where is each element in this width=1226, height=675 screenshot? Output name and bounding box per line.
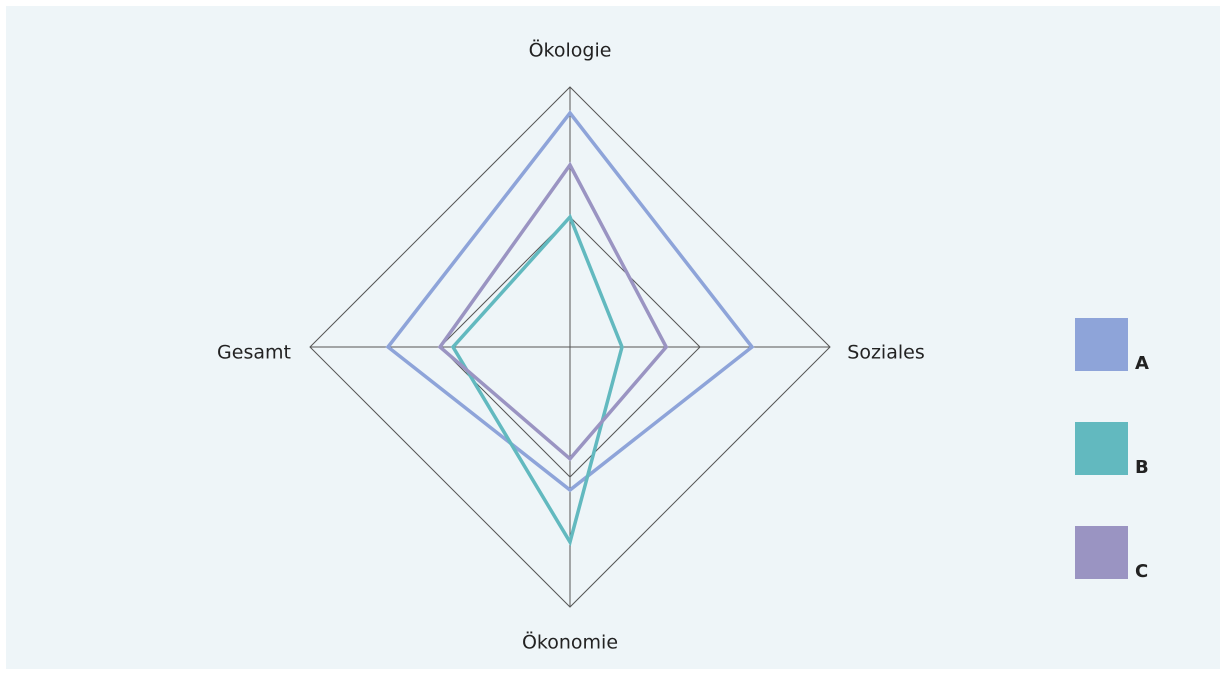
series-polygon bbox=[450, 213, 624, 547]
axis-label: Gesamt bbox=[217, 342, 291, 364]
background bbox=[6, 6, 1220, 669]
legend-swatch bbox=[1075, 526, 1128, 579]
legend-label: C bbox=[1135, 561, 1148, 582]
axis-label: Ökologie bbox=[529, 39, 612, 62]
legend-swatch bbox=[1075, 422, 1128, 475]
axis-label: Soziales bbox=[847, 342, 924, 364]
axis-label: Ökonomie bbox=[522, 631, 618, 654]
series-polygon bbox=[437, 161, 669, 462]
legend-label: A bbox=[1135, 353, 1149, 374]
legend-swatch bbox=[1075, 318, 1128, 371]
series-polygon bbox=[385, 110, 755, 493]
legend-label: B bbox=[1135, 457, 1149, 478]
